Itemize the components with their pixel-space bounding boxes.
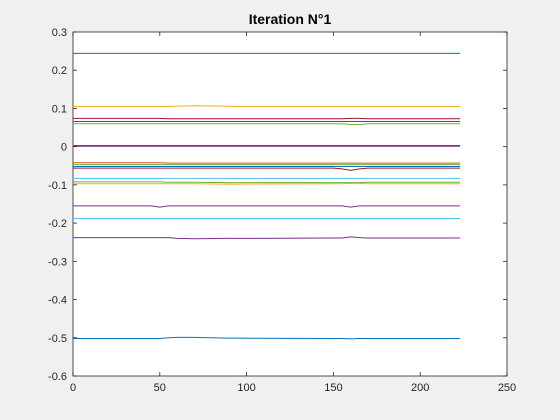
series-line-18	[73, 336, 461, 340]
y-tick-label: 0.1	[52, 103, 67, 115]
series-line-17	[73, 236, 461, 240]
series-line-13	[73, 181, 461, 184]
plot-area	[72, 31, 508, 377]
x-tick-label: 0	[70, 382, 76, 394]
series-layer	[73, 52, 461, 340]
y-tick-label: 0.3	[52, 27, 67, 39]
y-tick-label: -0.3	[48, 256, 67, 268]
series-line-15	[73, 205, 461, 208]
y-tick-label: -0.5	[48, 333, 67, 345]
x-axis-ticks: 0 50 100 150 200 250	[70, 32, 516, 394]
x-tick-label: 100	[237, 382, 255, 394]
y-tick-label: -0.1	[48, 180, 67, 192]
x-tick-label: 200	[411, 382, 429, 394]
y-tick-label: -0.4	[48, 295, 67, 307]
y-tick-label: 0.2	[52, 65, 67, 77]
series-line-14	[73, 182, 461, 185]
series-line-2	[73, 105, 461, 108]
y-axis-ticks: 0.3 0.2 0.1 0 -0.1 -0.2 -0.3 -0.4 -0.5 -0.6	[48, 27, 507, 383]
x-tick-label: 50	[154, 382, 166, 394]
y-tick-label: 0	[61, 142, 67, 154]
series-line-11	[73, 167, 461, 171]
series-line-5	[73, 123, 461, 125]
x-tick-label: 150	[324, 382, 342, 394]
x-tick-label: 250	[498, 382, 516, 394]
y-tick-label: -0.6	[48, 371, 67, 383]
chart-title: Iteration N°1	[249, 11, 332, 27]
y-tick-label: -0.2	[48, 218, 67, 230]
